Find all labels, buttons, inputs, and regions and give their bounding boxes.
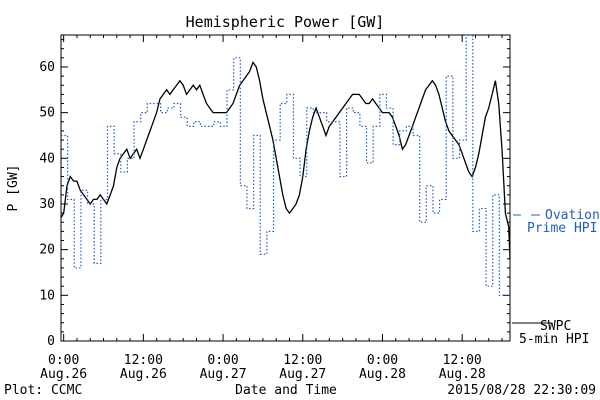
x-tick-date-label: Aug.26 (40, 367, 87, 382)
y-tick-label: 40 (39, 151, 55, 166)
plot-frame (60, 34, 511, 342)
series-ovation-prime-hpi (61, 34, 513, 296)
y-axis-label: P [GW] (6, 165, 21, 212)
x-tick-time-label: 0:00 (48, 353, 79, 368)
y-tick-label: 0 (47, 334, 55, 349)
legend-ovation-line2: Prime HPI (527, 221, 597, 236)
legend: SWPC 5-min HPI Ovation Prime HPI (512, 208, 600, 347)
series-layer (60, 34, 513, 296)
x-tick-date-label: Aug.27 (200, 367, 247, 382)
x-tick-time-label: 0:00 (367, 353, 398, 368)
y-tick-label: 50 (39, 106, 55, 121)
x-axis-ticks: 0:00Aug.2612:00Aug.260:00Aug.2712:00Aug.… (40, 35, 503, 382)
x-tick-date-label: Aug.26 (120, 367, 167, 382)
x-axis-label: Date and Time (235, 383, 337, 398)
y-axis-ticks: 0 10 20 30 40 50 60 (39, 39, 510, 349)
footer-timestamp: 2015/08/28 22:30:09 (447, 383, 596, 398)
series-swpc-5min-hpi (60, 61, 511, 259)
x-tick-time-label: 12:00 (124, 353, 163, 368)
x-tick-date-label: Aug.28 (439, 367, 486, 382)
y-tick-label: 10 (39, 288, 55, 303)
chart-title: Hemispheric Power [GW] (186, 13, 385, 31)
y-tick-label: 60 (39, 60, 55, 75)
y-tick-label: 20 (39, 243, 55, 258)
legend-ovation-line1: Ovation (545, 208, 600, 223)
x-tick-time-label: 12:00 (283, 353, 322, 368)
x-tick-date-label: Aug.28 (359, 367, 406, 382)
x-tick-date-label: Aug.27 (279, 367, 326, 382)
legend-swpc-line2: 5-min HPI (519, 332, 589, 347)
x-tick-time-label: 12:00 (443, 353, 482, 368)
footer-plot-credit: Plot: CCMC (4, 383, 82, 398)
legend-swpc-line1: SWPC (540, 319, 571, 334)
y-tick-label: 30 (39, 197, 55, 212)
x-tick-time-label: 0:00 (207, 353, 238, 368)
